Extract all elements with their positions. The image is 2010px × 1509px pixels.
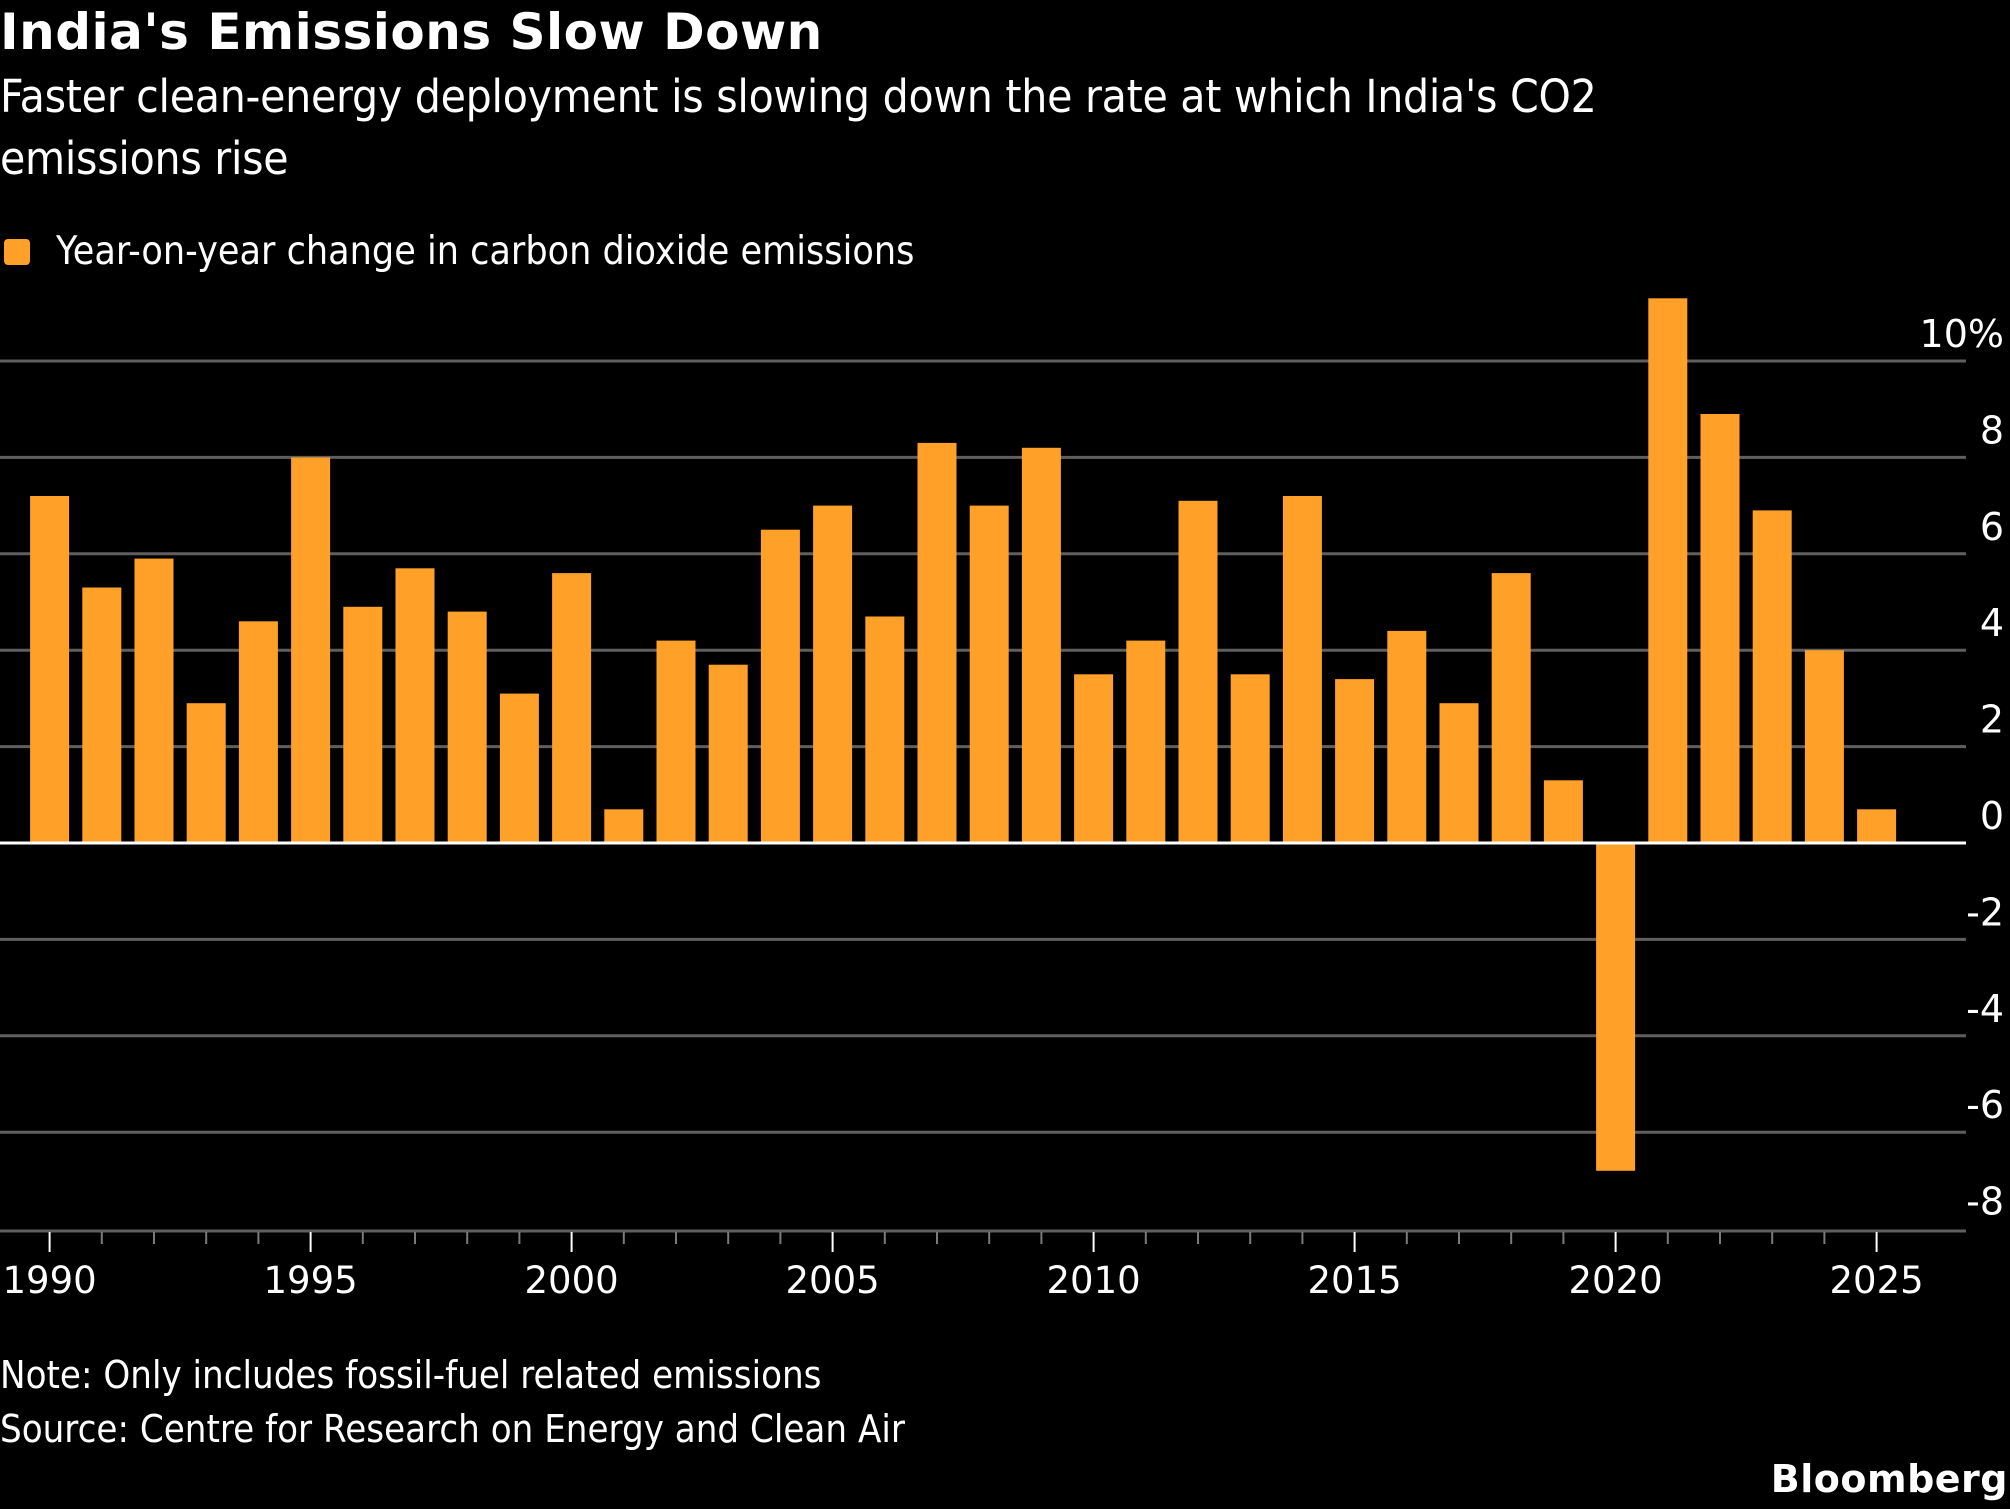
bar-1995: [291, 457, 331, 843]
x-tick-label: 2005: [786, 1259, 880, 1302]
bar-1996: [343, 606, 383, 843]
chart-subtitle: Faster clean-energy deployment is slowin…: [0, 70, 1597, 185]
bar-1991: [82, 587, 122, 843]
bar-1999: [499, 693, 539, 843]
bars: [30, 298, 1897, 1171]
bar-1992: [134, 558, 174, 843]
x-axis: 1990 1995 2000 2005 2010 2015 2020 2025: [0, 1229, 1966, 1302]
bar-2002: [656, 640, 696, 843]
y-tick-label: -2: [1966, 890, 2004, 934]
legend-label: Year-on-year change in carbon dioxide em…: [56, 229, 915, 274]
bar-2005: [813, 505, 853, 843]
bar-2000: [552, 573, 592, 843]
bar-2012: [1178, 500, 1218, 843]
y-axis-labels: 10% 8 6 4 2 0 -2 -4 -6 -8: [1920, 312, 2004, 1224]
bar-2013: [1230, 674, 1270, 843]
legend-swatch-icon: [4, 239, 30, 265]
bar-2021: [1648, 298, 1688, 843]
y-tick-label: 2: [1980, 698, 2004, 742]
bar-2014: [1282, 496, 1322, 843]
chart-source: Source: Centre for Research on Energy an…: [0, 1407, 905, 1451]
bar-2017: [1439, 703, 1479, 843]
y-tick-label: 0: [1980, 794, 2004, 838]
y-tick-label: 8: [1980, 408, 2004, 452]
x-tick-label: 1995: [264, 1259, 358, 1302]
bar-1998: [447, 611, 487, 843]
y-tick-label: -6: [1966, 1083, 2004, 1127]
bar-2006: [865, 616, 905, 843]
y-tick-label: -4: [1966, 987, 2004, 1031]
x-tick-label: 2010: [1047, 1259, 1141, 1302]
y-tick-label: 10%: [1920, 312, 2004, 356]
bar-2001: [604, 809, 644, 843]
bar-2007: [917, 442, 957, 843]
bar-2024: [1804, 650, 1844, 843]
x-tick-label: 2000: [525, 1259, 619, 1302]
bar-2025: [1857, 809, 1897, 843]
bar-2018: [1491, 573, 1531, 843]
x-tick-label: 2025: [1830, 1259, 1924, 1302]
bloomberg-logo: Bloomberg: [1770, 1457, 2008, 1501]
chart-note: Note: Only includes fossil-fuel related …: [0, 1353, 822, 1397]
y-tick-label: 6: [1980, 505, 2004, 549]
bar-1990: [30, 496, 70, 843]
x-tick-label: 1990: [3, 1259, 97, 1302]
bar-2019: [1543, 780, 1583, 843]
bar-1997: [395, 568, 435, 843]
bar-2015: [1335, 679, 1375, 843]
bar-2008: [969, 505, 1009, 843]
bar-2023: [1752, 510, 1792, 843]
x-tick-label: 2020: [1569, 1259, 1663, 1302]
bar-2004: [760, 529, 800, 843]
bar-2009: [1021, 447, 1061, 843]
bar-1993: [186, 703, 226, 843]
bar-2003: [708, 664, 748, 843]
chart-title: India's Emissions Slow Down: [0, 3, 823, 61]
x-tick-label: 2015: [1308, 1259, 1402, 1302]
bar-2010: [1074, 674, 1114, 843]
y-tick-label: 4: [1980, 601, 2004, 645]
bar-2016: [1387, 630, 1427, 843]
bar-2011: [1126, 640, 1166, 843]
bar-1994: [238, 621, 278, 843]
y-tick-label: -8: [1966, 1180, 2004, 1224]
legend: Year-on-year change in carbon dioxide em…: [4, 226, 1010, 278]
bar-2022: [1700, 414, 1740, 843]
bar-2020: [1596, 843, 1636, 1171]
